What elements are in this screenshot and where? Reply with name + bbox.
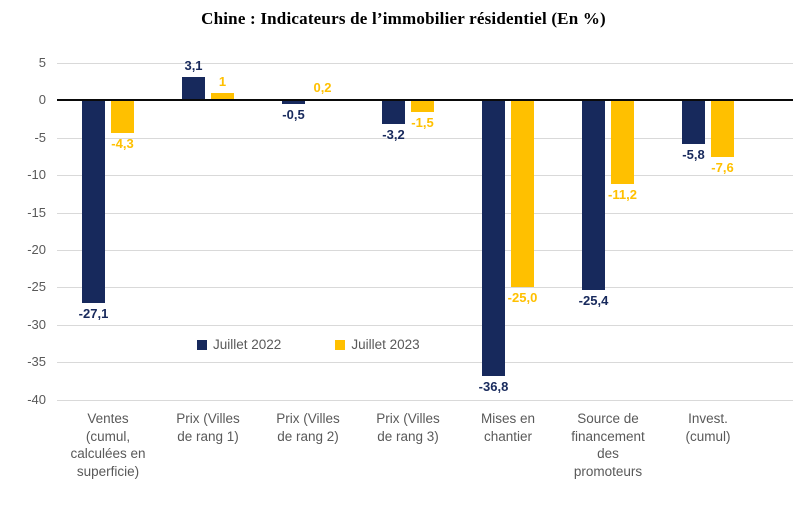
value-label: -25,0: [507, 290, 538, 306]
bar-juillet-2023-c3: [411, 100, 434, 112]
y-axis-tick-label: -25: [27, 279, 46, 295]
legend-swatch-juillet-2022-icon: [197, 339, 207, 350]
y-axis-tick-label: -20: [27, 242, 46, 257]
gridline: [57, 175, 793, 177]
x-axis-category-label: Mises en chantier: [480, 411, 536, 444]
bar-juillet-2022-c2: [282, 100, 305, 105]
value-label: -11,2: [608, 187, 637, 203]
value-label: -0,5: [282, 107, 305, 123]
x-axis-category-label: Prix (Villes de rang 1): [176, 411, 240, 444]
value-label: -36,8: [478, 378, 509, 394]
gridline: [57, 399, 793, 401]
bar-juillet-2022-c5: [582, 100, 605, 291]
legend-item-juillet-2022: Juillet 2022: [197, 337, 281, 352]
zero-axis-line: [57, 99, 793, 102]
value-label: -25,4: [578, 293, 609, 309]
bar-juillet-2023-c4: [511, 100, 534, 288]
value-label: -1,5: [411, 114, 434, 130]
legend-label-juillet-2023: Juillet 2023: [351, 337, 420, 352]
x-axis-category-label: Ventes (cumul, calculées en superficie): [70, 411, 146, 479]
x-axis-category-label: Prix (Villes de rang 2): [276, 411, 340, 444]
gridline: [57, 212, 793, 214]
legend-label-juillet-2022: Juillet 2022: [213, 337, 282, 352]
value-label: -27,1: [78, 306, 109, 322]
bar-juillet-2023-c5: [611, 100, 634, 185]
y-axis-tick-label: 5: [38, 55, 46, 70]
bar-juillet-2022-c4: [482, 100, 505, 376]
legend-swatch-juillet-2023-icon: [335, 339, 346, 350]
y-axis-tick-label: -30: [27, 316, 46, 332]
legend-item-juillet-2023: Juillet 2023: [335, 337, 420, 352]
y-axis-tick-label: 0: [38, 92, 46, 108]
bar-juillet-2023-c0: [111, 100, 134, 133]
value-label: -7,6: [711, 160, 734, 176]
y-axis-tick-label: -15: [27, 204, 46, 220]
gridline: [57, 324, 793, 326]
y-axis-tick-label: -40: [27, 391, 46, 407]
value-label: 0,2: [313, 79, 332, 95]
bar-juillet-2022-c6: [682, 100, 705, 144]
bar-juillet-2023-c1: [211, 92, 234, 101]
y-axis-tick-label: -5: [34, 129, 46, 145]
gridline: [57, 362, 793, 364]
y-axis-tick-label: -10: [27, 167, 46, 183]
value-label: -3,2: [382, 127, 405, 143]
bar-juillet-2022-c3: [382, 100, 405, 125]
value-label: 1: [218, 73, 227, 89]
x-axis-category-label: Source de financement des promoteurs: [571, 411, 645, 479]
x-axis-labels: Ventes (cumul, calculées en superficie) P…: [57, 410, 793, 482]
value-label: -4,3: [111, 135, 134, 151]
gridline: [57, 63, 793, 64]
bar-juillet-2022-c1: [182, 77, 205, 101]
gridline: [57, 250, 793, 251]
gridline: [57, 287, 793, 289]
gridline: [57, 137, 793, 139]
bar-juillet-2023-c6: [711, 100, 734, 158]
value-label: 3,1: [184, 58, 203, 74]
y-axis-tick-label: -35: [27, 354, 46, 370]
x-axis-category-label: Prix (Villes de rang 3): [376, 411, 440, 444]
x-axis-category-label: Invest. (cumul): [685, 411, 731, 444]
bar-juillet-2022-c0: [82, 100, 105, 304]
legend: Juillet 2022 Juillet 2023: [197, 337, 420, 352]
chart-title: Chine : Indicateurs de l’immobilier rési…: [201, 9, 606, 28]
value-label: -5,8: [682, 146, 705, 162]
